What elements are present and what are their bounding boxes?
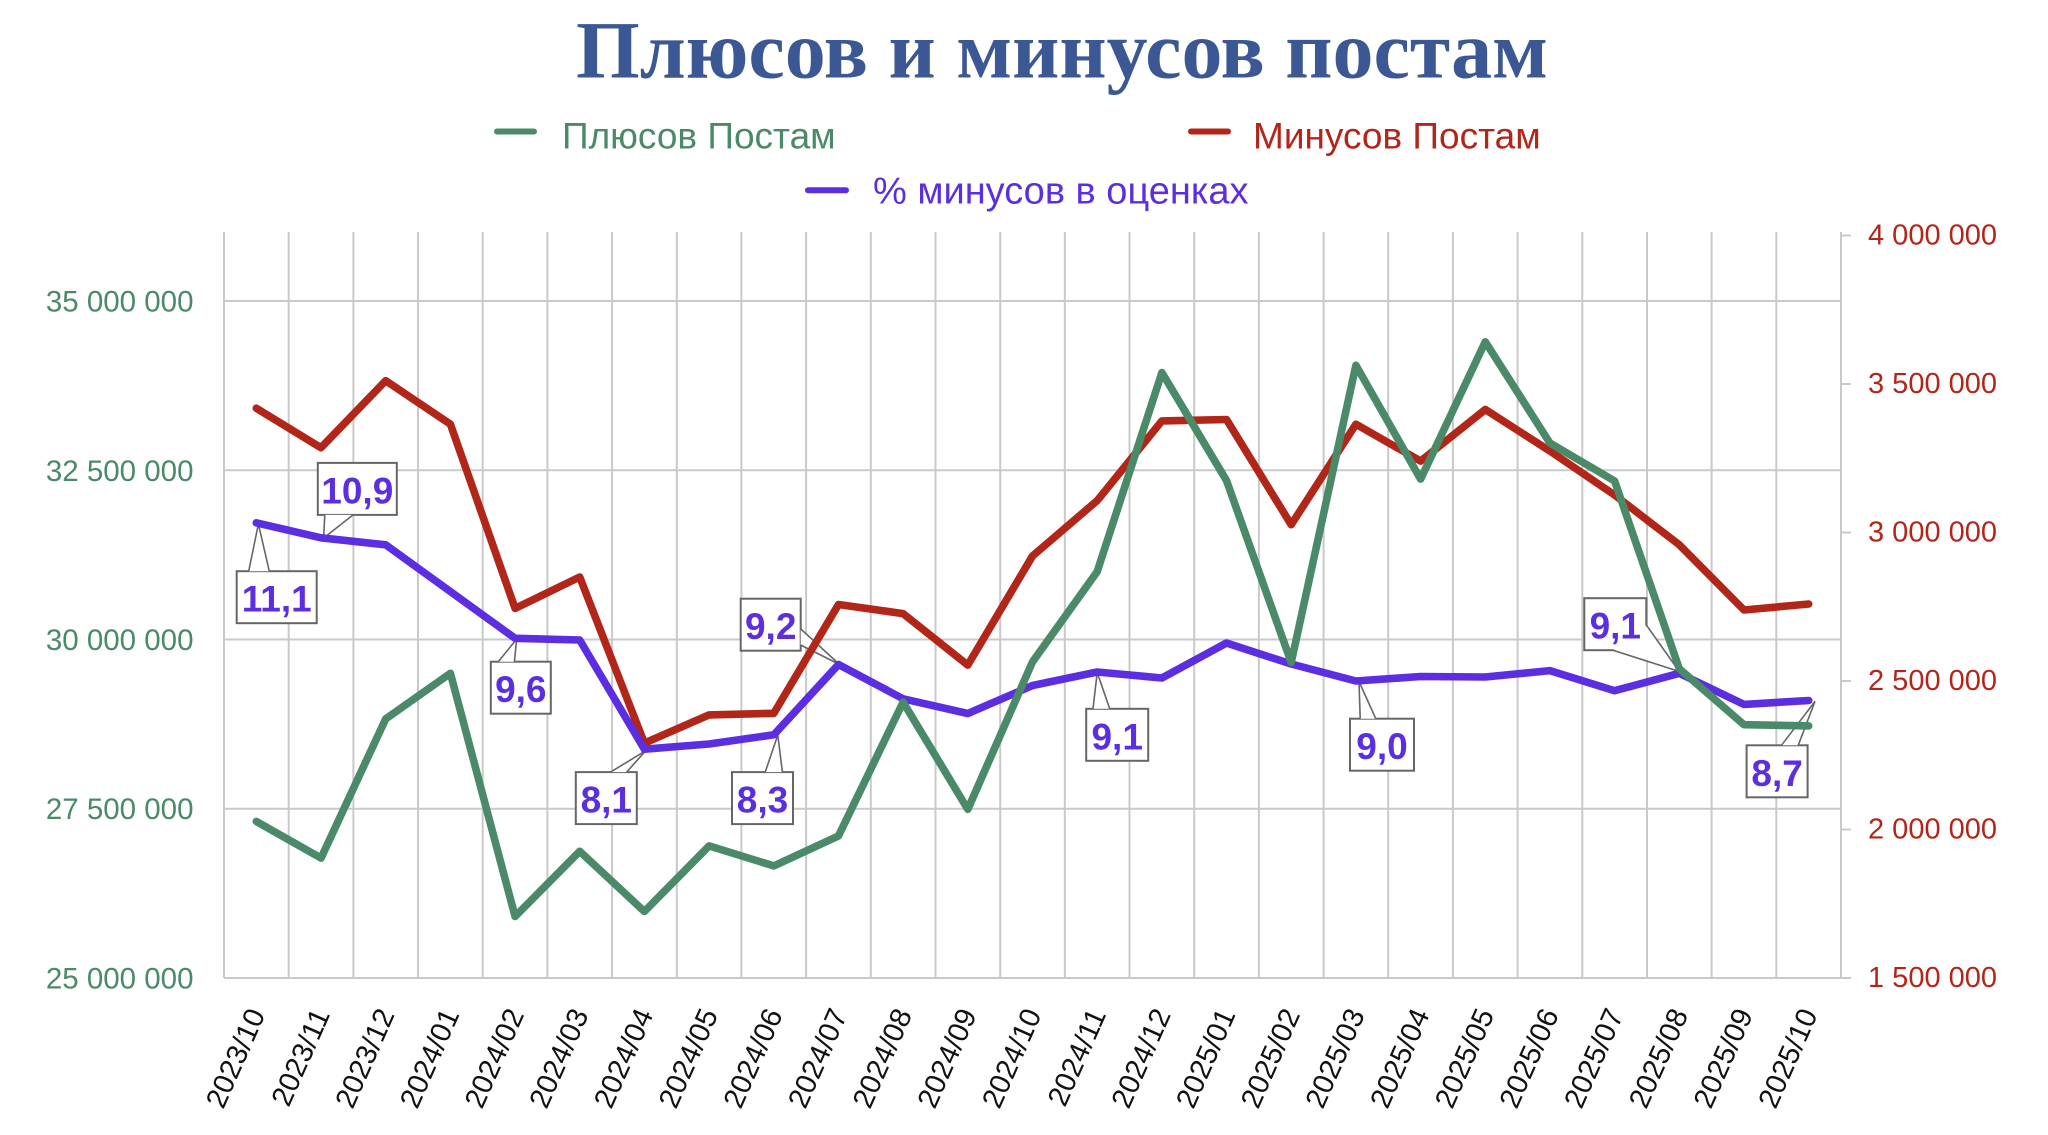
svg-text:30 000 000: 30 000 000 xyxy=(46,624,194,657)
svg-text:% минусов в оценках: % минусов в оценках xyxy=(873,171,1249,213)
svg-text:9,6: 9,6 xyxy=(495,669,546,710)
svg-text:11,1: 11,1 xyxy=(242,579,312,620)
svg-text:9,1: 9,1 xyxy=(1091,716,1142,757)
svg-text:9,1: 9,1 xyxy=(1590,606,1641,647)
svg-text:35 000 000: 35 000 000 xyxy=(46,286,194,319)
svg-text:10,9: 10,9 xyxy=(321,470,393,511)
svg-text:2 500 000: 2 500 000 xyxy=(1868,665,1997,697)
svg-text:2 000 000: 2 000 000 xyxy=(1868,814,1997,846)
svg-text:3 000 000: 3 000 000 xyxy=(1868,517,1997,549)
svg-text:27 500 000: 27 500 000 xyxy=(46,793,194,826)
svg-text:8,1: 8,1 xyxy=(581,780,632,821)
svg-text:Плюсов Постам: Плюсов Постам xyxy=(562,116,836,157)
svg-text:4 000 000: 4 000 000 xyxy=(1868,220,1997,252)
svg-text:9,2: 9,2 xyxy=(745,606,796,647)
svg-text:32 500 000: 32 500 000 xyxy=(46,455,194,488)
svg-text:8,3: 8,3 xyxy=(737,780,788,821)
svg-text:8,7: 8,7 xyxy=(1751,753,1802,794)
svg-text:Минусов Постам: Минусов Постам xyxy=(1253,116,1541,157)
svg-text:9,0: 9,0 xyxy=(1356,726,1407,767)
svg-text:3 500 000: 3 500 000 xyxy=(1868,368,1997,400)
svg-text:25 000 000: 25 000 000 xyxy=(46,963,194,996)
svg-text:Плюсов и минусов постам: Плюсов и минусов постам xyxy=(576,5,1548,96)
svg-text:1 500 000: 1 500 000 xyxy=(1868,962,1997,994)
